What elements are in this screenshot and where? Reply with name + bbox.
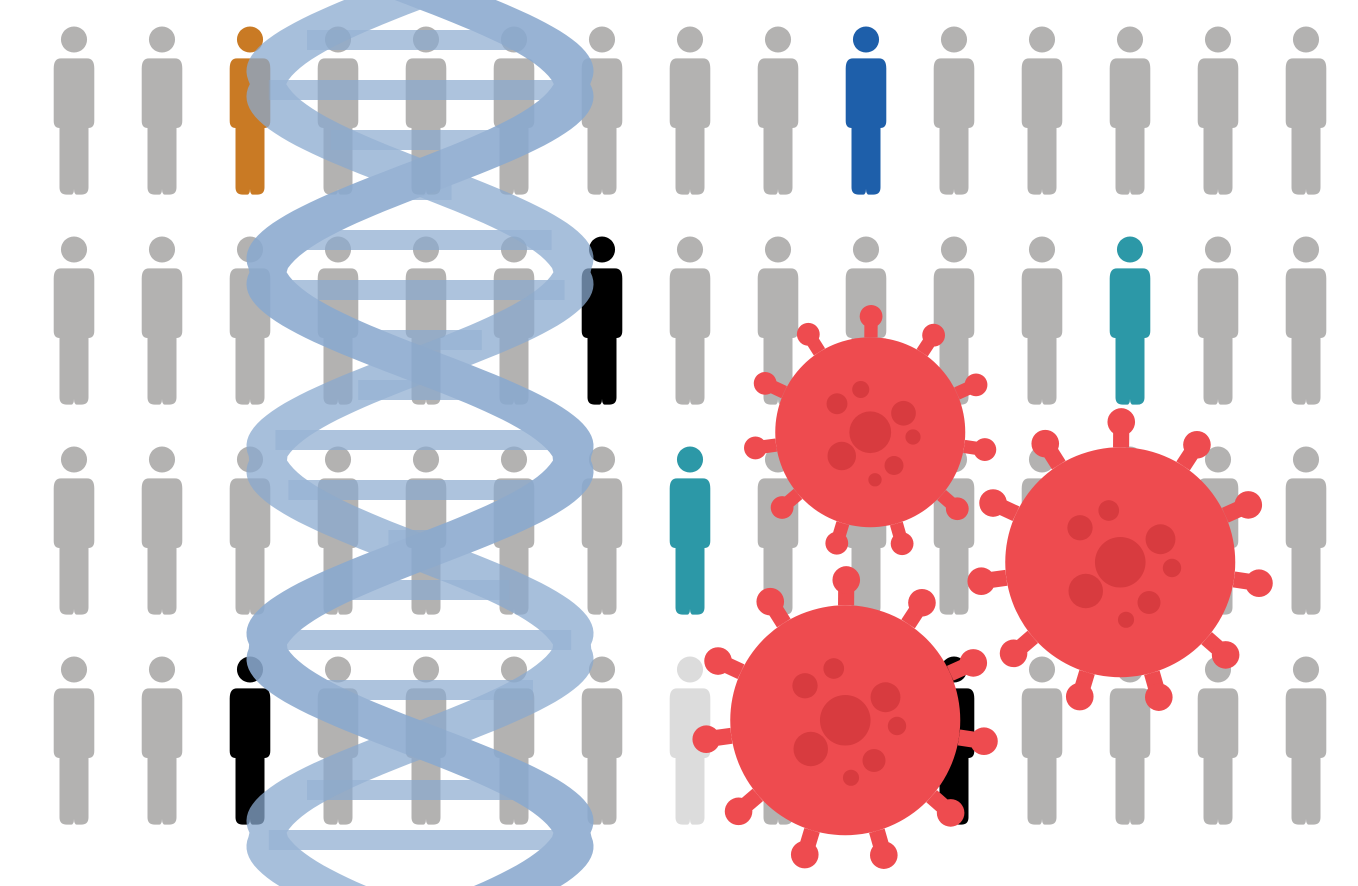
person-icon — [45, 22, 103, 207]
person-icon — [749, 652, 807, 837]
person-icon — [133, 232, 191, 417]
person-icon — [485, 232, 543, 417]
person-icon — [573, 22, 631, 207]
person-icon — [1277, 652, 1335, 837]
person-icon — [661, 652, 719, 837]
person-icon — [1013, 442, 1071, 627]
person-icon — [485, 652, 543, 837]
person-icon — [749, 442, 807, 627]
person-icon — [397, 232, 455, 417]
person-icon — [925, 232, 983, 417]
person-icon — [1189, 232, 1247, 417]
person-icon — [1189, 652, 1247, 837]
person-icon — [573, 652, 631, 837]
person-icon — [221, 652, 279, 837]
person-icon — [45, 232, 103, 417]
person-icon — [573, 232, 631, 417]
infographic-canvas — [0, 0, 1358, 886]
person-icon — [1013, 652, 1071, 837]
person-icon — [573, 442, 631, 627]
person-icon — [925, 442, 983, 627]
person-icon — [45, 652, 103, 837]
person-icon — [1013, 22, 1071, 207]
person-icon — [1277, 232, 1335, 417]
person-icon — [1101, 22, 1159, 207]
person-icon — [397, 652, 455, 837]
person-icon — [837, 22, 895, 207]
person-icon — [309, 232, 367, 417]
person-icon — [1013, 232, 1071, 417]
person-icon — [1101, 232, 1159, 417]
person-icon — [925, 22, 983, 207]
person-icon — [221, 232, 279, 417]
person-icon — [309, 442, 367, 627]
person-icon — [1101, 652, 1159, 837]
person-icon — [45, 442, 103, 627]
person-icon — [309, 22, 367, 207]
person-icon — [1189, 22, 1247, 207]
person-icon — [661, 22, 719, 207]
person-icon — [397, 442, 455, 627]
person-icon — [1101, 442, 1159, 627]
person-icon — [925, 652, 983, 837]
person-icon — [397, 22, 455, 207]
person-icon — [133, 652, 191, 837]
person-icon — [133, 442, 191, 627]
person-icon — [749, 22, 807, 207]
person-icon — [1277, 442, 1335, 627]
person-icon — [1277, 22, 1335, 207]
person-icon — [133, 22, 191, 207]
person-icon — [485, 22, 543, 207]
person-icon — [837, 232, 895, 417]
person-icon — [221, 22, 279, 207]
person-icon — [837, 442, 895, 627]
person-icon — [485, 442, 543, 627]
person-icon — [837, 652, 895, 837]
person-icon — [1189, 442, 1247, 627]
person-icon — [309, 652, 367, 837]
person-icon — [661, 232, 719, 417]
person-icon — [661, 442, 719, 627]
person-icon — [749, 232, 807, 417]
person-icon — [221, 442, 279, 627]
